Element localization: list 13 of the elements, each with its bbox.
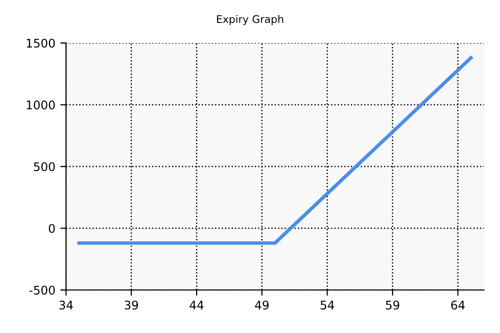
x-tick-label: 34 [59,300,73,310]
x-tick-label: 64 [451,300,465,310]
y-tick-label: 1500 [26,38,55,48]
x-tick-label: 54 [320,300,334,310]
x-tick-label: 59 [386,300,400,310]
x-tick-label: 44 [190,300,204,310]
chart-title: Expiry Graph [217,14,284,26]
y-tick-label: 500 [34,162,55,172]
y-tick-label: -500 [29,286,55,295]
y-tick-label: 0 [48,224,55,233]
x-tick-label: 39 [124,300,138,310]
y-tick-label: 1000 [26,100,55,110]
x-tick-label: 49 [255,300,269,310]
